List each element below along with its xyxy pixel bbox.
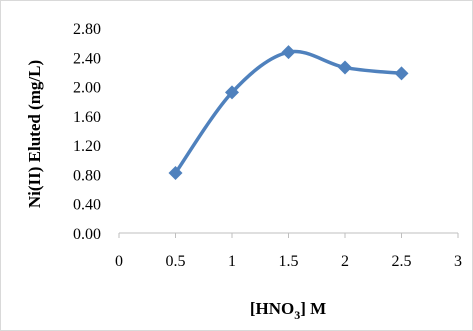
y-tick-label: 2.40: [73, 50, 101, 67]
y-axis-title: Ni(II) Eluted (mg/L): [25, 60, 44, 208]
x-tick-label: 1.5: [279, 253, 299, 270]
y-tick-label: 0.00: [73, 226, 101, 243]
series-line: [173, 49, 404, 175]
x-tick-label: 0: [115, 253, 123, 270]
x-tick-label: 0.5: [166, 253, 186, 270]
data-point-marker: [281, 45, 296, 60]
data-point-marker: [338, 60, 352, 75]
x-tick-marks: [118, 233, 459, 238]
data-point-marker: [168, 165, 183, 180]
x-tick-label: 2: [341, 253, 349, 270]
x-tick-labels: 0 0.5 1 1.5 2 2.5 3: [115, 253, 462, 270]
y-tick-labels: 0.00 0.40 0.80 1.20 1.60 2.00 2.40 2.80: [73, 21, 101, 243]
x-tick-label: 2.5: [392, 253, 412, 270]
y-tick-label: 2.00: [73, 80, 101, 97]
x-axis-title: [HNO3] M: [250, 299, 326, 322]
x-axis-title-main: [HNO: [250, 299, 294, 318]
y-tick-label: 0.80: [73, 167, 101, 184]
x-tick-label: 1: [228, 253, 236, 270]
x-axis-title-subscript: 3: [294, 308, 300, 322]
data-point-marker: [394, 66, 409, 81]
y-tick-label: 0.40: [73, 197, 101, 214]
data-point-marker: [225, 85, 239, 100]
y-tick-label: 1.60: [73, 109, 101, 126]
x-axis-title-tail: ] M: [300, 299, 326, 318]
series-markers: [168, 45, 409, 180]
y-tick-label: 2.80: [73, 21, 101, 38]
y-tick-label: 1.20: [73, 138, 101, 155]
x-tick-label: 3: [454, 253, 462, 270]
